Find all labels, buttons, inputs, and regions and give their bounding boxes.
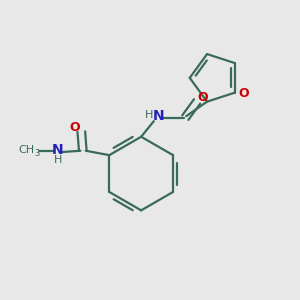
Text: N: N <box>153 109 165 123</box>
Text: H: H <box>54 155 62 166</box>
Text: O: O <box>197 92 208 104</box>
Text: CH: CH <box>18 145 34 154</box>
Text: H: H <box>145 110 153 120</box>
Text: 3: 3 <box>34 149 40 158</box>
Text: O: O <box>70 121 80 134</box>
Text: N: N <box>52 143 64 157</box>
Text: O: O <box>238 87 249 100</box>
